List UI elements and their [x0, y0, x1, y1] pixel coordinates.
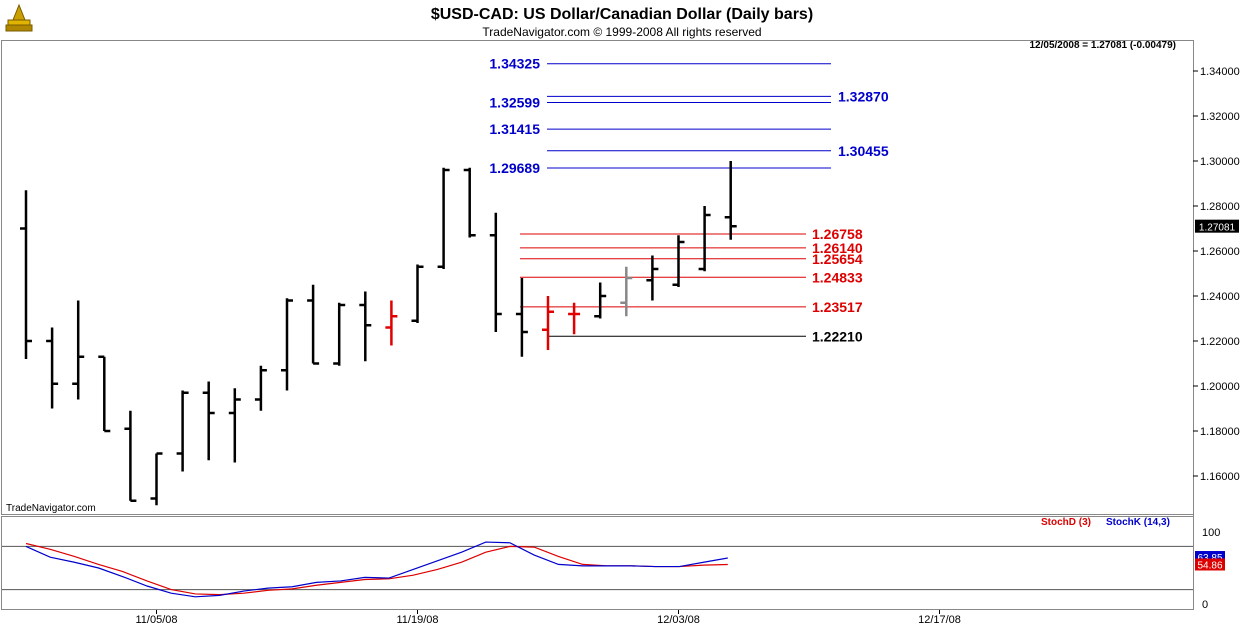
current-price-label: 1.27081	[1199, 223, 1236, 234]
ohlc-bar	[333, 302, 346, 366]
date-tick-label: 11/19/08	[396, 614, 438, 626]
price-tick-label: 1.32000	[1200, 111, 1240, 123]
ohlc-bar	[542, 296, 554, 350]
ohlc-bar	[228, 388, 241, 463]
stoch-tick-label: 0	[1202, 599, 1208, 611]
ohlc-bar	[646, 255, 659, 301]
level-label: 1.34325	[489, 56, 540, 72]
ohlc-bar	[98, 355, 111, 433]
ohlc-bar	[150, 452, 163, 506]
level-label: 1.24833	[812, 269, 863, 285]
ohlc-bar	[620, 266, 633, 317]
date-tick-label: 12/03/08	[657, 614, 700, 626]
watermark: TradeNavigator.com	[6, 503, 96, 514]
level-label: 1.31415	[489, 121, 540, 137]
ohlc-bar	[359, 291, 372, 362]
logo-icon	[4, 2, 34, 34]
ohlc-bar	[124, 410, 137, 502]
ohlc-bar	[281, 298, 293, 391]
stochK-line	[25, 541, 728, 598]
current-price-marker: 1.27081	[1195, 219, 1239, 234]
ohlc-bar	[515, 278, 528, 357]
ohlc-bar	[437, 167, 450, 269]
price-tick-label: 1.34000	[1200, 66, 1240, 78]
current-price-box	[1195, 219, 1239, 233]
chart-title: $USD-CAD: US Dollar/Canadian Dollar (Dai…	[431, 6, 813, 23]
ohlc-bar	[672, 235, 685, 287]
date-tick-label: 11/05/08	[135, 614, 177, 626]
price-tick-label: 1.30000	[1200, 156, 1240, 168]
stochastic-panel: 100063.8554.86	[2, 527, 1225, 611]
ohlc-bar	[385, 300, 398, 346]
chart-subtitle: TradeNavigator.com © 1999-2008 All right…	[482, 25, 761, 39]
ohlc-bar	[568, 302, 581, 335]
price-tick-label: 1.18000	[1200, 426, 1240, 438]
level-label: 1.29689	[489, 160, 540, 176]
ohlc-bar	[698, 206, 711, 272]
level-label: 1.22210	[812, 328, 863, 344]
last-quote: 12/05/2008 = 1.27081 (-0.00479)	[1029, 40, 1176, 51]
ohlc-bar	[176, 390, 189, 472]
ohlc-bar	[202, 381, 215, 461]
ohlc-bar	[411, 264, 424, 323]
stochD-legend: StochD (3)	[1041, 517, 1091, 528]
level-label: 1.26140	[812, 240, 863, 256]
stochK-legend: StochK (14,3)	[1106, 517, 1170, 528]
ohlc-bar	[489, 212, 502, 332]
level-label: 1.26758	[812, 226, 863, 242]
price-tick-label: 1.20000	[1200, 381, 1240, 393]
stochD-value-label: 54.86	[1197, 561, 1222, 572]
stoch-tick-label: 100	[1202, 527, 1220, 539]
date-axis: 11/05/08 11/19/08 12/03/08 12/17/08	[135, 610, 961, 626]
price-bars	[20, 161, 737, 506]
ohlc-bar	[307, 284, 320, 365]
stoch-panel-frame	[1, 516, 1194, 610]
price-tick-label: 1.26000	[1200, 246, 1240, 258]
ohlc-bar	[463, 167, 476, 238]
level-label: 1.30455	[838, 143, 889, 159]
level-label: 1.32870	[838, 88, 889, 104]
ohlc-bar	[72, 300, 85, 400]
level-lines: 1.34325 1.32870 1.32599 1.31415 1.30455 1.296…	[489, 56, 888, 345]
price-tick-label: 1.16000	[1200, 471, 1240, 483]
ohlc-bar	[20, 190, 32, 359]
level-label: 1.32599	[489, 95, 540, 111]
level-label: 1.23517	[812, 299, 863, 315]
ohlc-bar	[594, 282, 607, 319]
price-tick-label: 1.22000	[1200, 336, 1240, 348]
price-tick-label: 1.28000	[1200, 201, 1240, 213]
level-label: 1.25654	[812, 251, 863, 267]
date-tick-label: 12/17/08	[918, 614, 961, 626]
ohlc-bar	[724, 161, 737, 240]
stochD-line	[25, 542, 728, 596]
price-tick-label: 1.24000	[1200, 291, 1240, 303]
stochD-value-box	[1195, 558, 1225, 571]
price-axis: 1.34000 1.32000 1.30000 1.28000 1.26000 1.240…	[1193, 66, 1240, 483]
ohlc-bar	[254, 365, 267, 411]
ohlc-bar	[46, 327, 59, 409]
